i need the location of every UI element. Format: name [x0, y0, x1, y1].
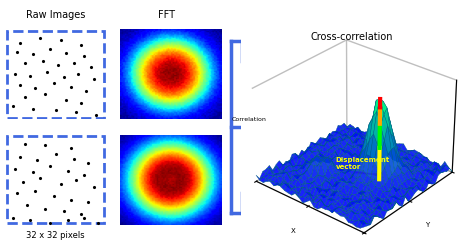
- FancyBboxPatch shape: [6, 32, 105, 118]
- X-axis label: X: X: [291, 227, 296, 233]
- Text: FFT: FFT: [158, 10, 175, 20]
- FancyBboxPatch shape: [6, 137, 105, 223]
- Text: Raw Images: Raw Images: [26, 10, 85, 20]
- Title: Cross-correlation: Cross-correlation: [311, 32, 393, 42]
- Text: 32 x 32 pixels: 32 x 32 pixels: [26, 230, 85, 239]
- Y-axis label: Y: Y: [425, 221, 430, 226]
